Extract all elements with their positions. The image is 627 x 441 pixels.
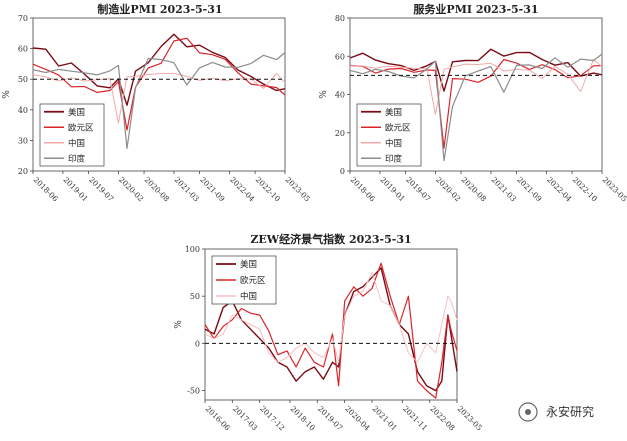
zew-index-y-tick-label: 0 (195, 339, 200, 348)
zew-index-x-tick-label: 2021-11 (401, 404, 429, 432)
services-pmi-series-line-0 (350, 49, 602, 91)
zew-index-legend-label-0: 美国 (240, 259, 257, 270)
services-pmi-x-tick-label: 2019-07 (404, 175, 433, 204)
zew-index-x-tick-label: 2017-03 (231, 404, 260, 433)
services-pmi-legend-label-3: 印度 (385, 153, 403, 164)
zew-index-y-axis-label: % (174, 320, 184, 329)
services-pmi-title: 服务业PMI 2023-5-31 (413, 2, 538, 16)
manufacturing-pmi-x-tick-label: 2019-01 (61, 175, 89, 203)
zew-index-y-tick-label: 100 (185, 245, 200, 254)
manufacturing-pmi-x-tick-label: 2019-07 (87, 175, 116, 204)
zew-index-legend-label-2: 中国 (240, 291, 257, 302)
services-pmi-x-tick-label: 2022-04 (545, 175, 574, 204)
zew-index-x-tick-label: 2023-05 (456, 404, 485, 433)
manufacturing-pmi-x-tick-label: 2020-08 (143, 175, 172, 204)
services-pmi-legend-label-0: 美国 (385, 107, 402, 118)
manufacturing-pmi-legend-label-2: 中国 (68, 138, 85, 149)
zew-index-y-tick-label: 50 (190, 292, 200, 301)
watermark-logo-dot (525, 409, 531, 415)
zew-index-x-tick-label: 2021-01 (371, 404, 399, 432)
services-pmi-x-tick-label: 2021-03 (490, 175, 519, 204)
services-pmi-y-tick-label: 60 (335, 52, 345, 61)
manufacturing-pmi-x-tick-label: 2022-04 (228, 175, 257, 204)
manufacturing-pmi-series-line-0 (33, 34, 285, 105)
manufacturing-pmi-x-tick-label: 2023-05 (284, 175, 313, 204)
manufacturing-pmi-y-tick-label: 60 (18, 45, 28, 54)
zew-index-legend-label-1: 欧元区 (240, 275, 266, 286)
services-pmi-chart: 服务业PMI 2023-5-31% 0 20 40 60 80 2018-06 2019-01… (319, 2, 627, 204)
manufacturing-pmi-x-tick-label: 2022-10 (254, 175, 283, 204)
manufacturing-pmi-y-tick-label: 50 (18, 75, 28, 84)
services-pmi-x-tick-label: 2020-02 (434, 175, 463, 204)
manufacturing-pmi-y-tick-label: 70 (18, 14, 28, 23)
zew-index-x-tick-label: 2020-04 (343, 404, 372, 433)
services-pmi-x-tick-label: 2020-08 (460, 175, 489, 204)
manufacturing-pmi-legend-label-1: 欧元区 (68, 122, 94, 133)
services-pmi-x-tick-label: 2019-01 (378, 175, 406, 203)
services-pmi-y-tick-label: 0 (340, 167, 345, 176)
services-pmi-y-tick-label: 40 (335, 91, 345, 100)
services-pmi-x-tick-label: 2021-09 (515, 175, 544, 204)
watermark: 永安研究 (519, 403, 594, 421)
manufacturing-pmi-x-tick-label: 2018-06 (32, 175, 61, 204)
zew-index-title: ZEW经济景气指数 2023-5-31 (250, 232, 411, 246)
services-pmi-x-tick-label: 2022-10 (571, 175, 600, 204)
manufacturing-pmi-y-tick-label: 30 (18, 136, 28, 145)
manufacturing-pmi-title: 制造业PMI 2023-5-31 (97, 2, 222, 16)
services-pmi-y-tick-label: 20 (335, 129, 345, 138)
services-pmi-y-tick-label: 80 (335, 14, 345, 23)
services-pmi-y-axis-label: % (319, 90, 329, 99)
manufacturing-pmi-legend-label-3: 印度 (68, 153, 86, 164)
zew-index-x-tick-label: 2022-08 (428, 404, 457, 433)
manufacturing-pmi-y-tick-label: 20 (18, 167, 28, 176)
zew-index-x-tick-label: 2018-10 (289, 404, 318, 433)
zew-index-x-tick-label: 2017-12 (258, 404, 287, 433)
services-pmi-x-tick-label: 2018-06 (349, 175, 378, 204)
zew-index-chart: ZEW经济景气指数 2023-5-31%-500501002016-062017… (174, 232, 484, 433)
manufacturing-pmi-y-axis-label: % (2, 90, 12, 99)
manufacturing-pmi-y-tick-label: 40 (18, 106, 28, 115)
zew-index-x-tick-label: 2019-07 (316, 404, 345, 433)
services-pmi-x-tick-label: 2023-05 (601, 175, 627, 204)
manufacturing-pmi-legend-label-0: 美国 (68, 107, 85, 118)
zew-index-y-tick-label: -50 (187, 387, 200, 396)
services-pmi-legend-label-1: 欧元区 (385, 122, 411, 133)
services-pmi-legend-label-2: 中国 (385, 138, 402, 149)
manufacturing-pmi-x-tick-label: 2021-09 (198, 175, 227, 204)
manufacturing-pmi-x-tick-label: 2021-03 (173, 175, 202, 204)
zew-index-x-tick-label: 2016-06 (204, 404, 233, 433)
watermark-text: 永安研究 (546, 404, 594, 419)
manufacturing-pmi-x-tick-label: 2020-02 (117, 175, 146, 204)
